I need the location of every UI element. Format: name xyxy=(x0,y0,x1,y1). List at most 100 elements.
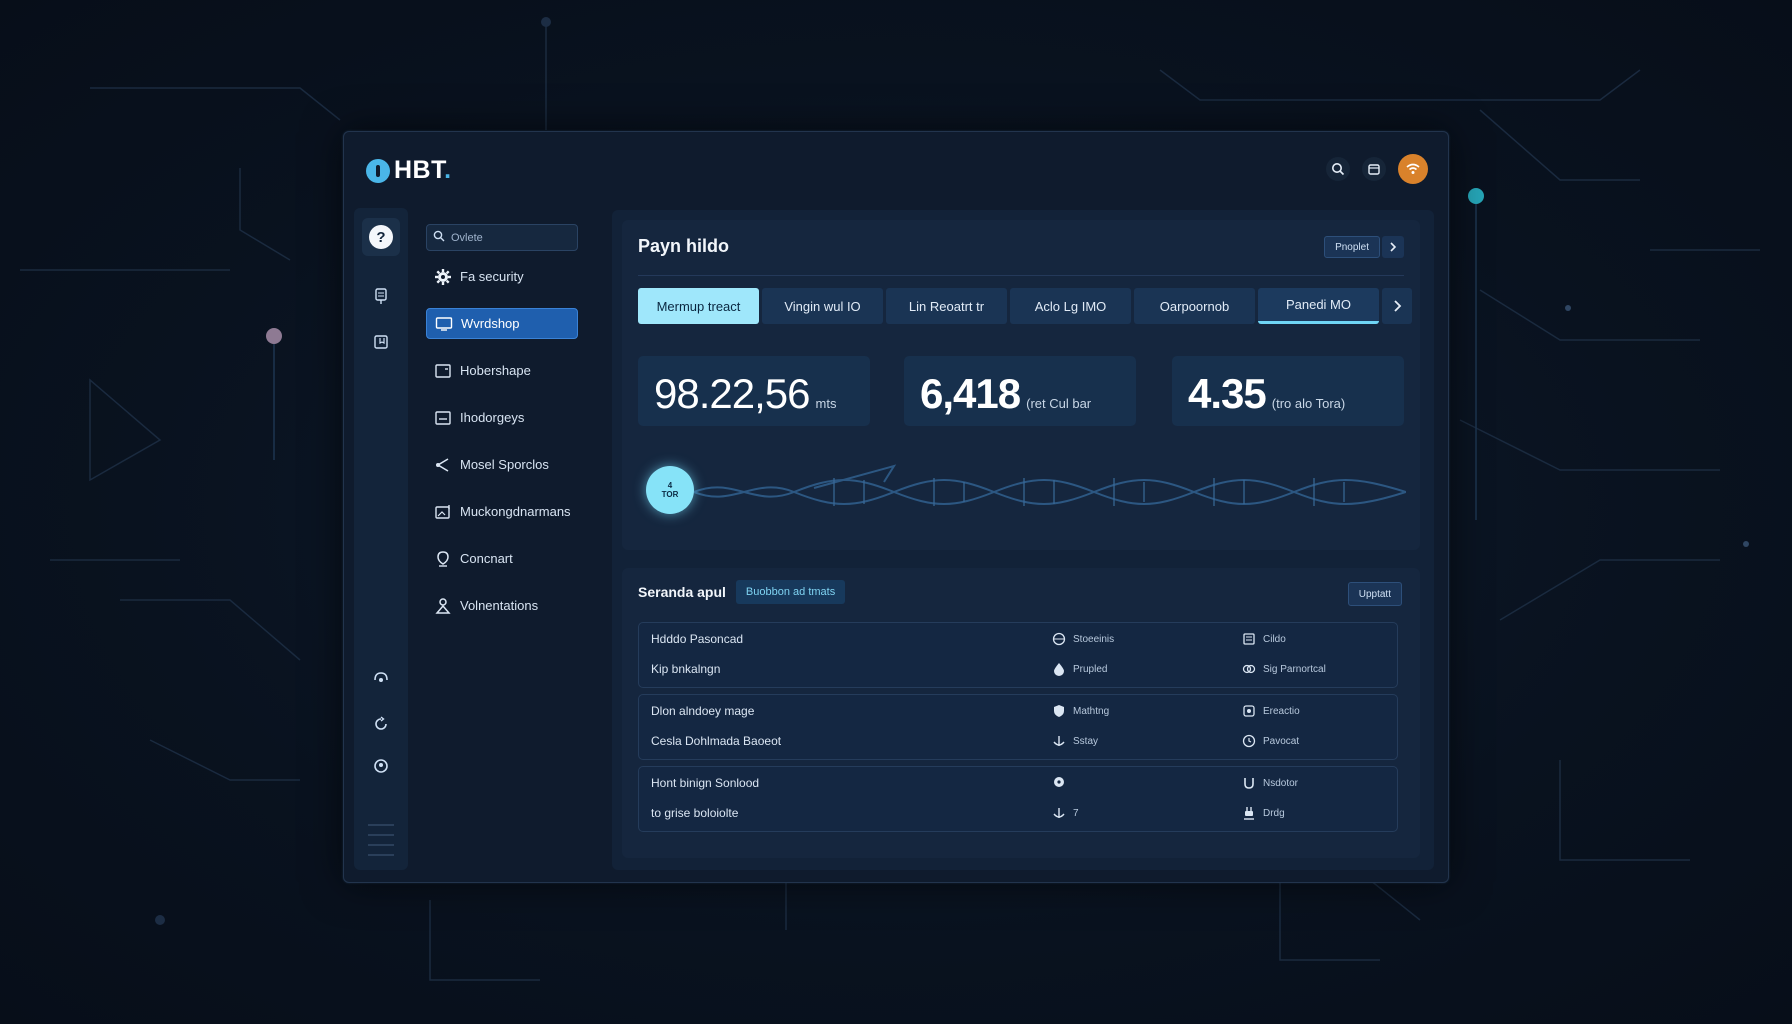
monitor-icon xyxy=(435,315,453,333)
stat-card: 6,418 (ret Cul bar xyxy=(904,356,1136,426)
stat-card: 98.22,56 mts xyxy=(638,356,870,426)
overview-card: Payn hildo Pnoplet Mermup treact Vingin … xyxy=(622,220,1420,550)
signal-badge-line1: 4 xyxy=(667,481,673,490)
row-attr-a: Prupled xyxy=(1073,663,1108,675)
stats-row: 98.22,56 mts 6,418 (ret Cul bar 4.35 (tr… xyxy=(638,356,1406,426)
stat-value: 98.22,56 xyxy=(654,370,810,417)
support-icon[interactable] xyxy=(365,750,397,782)
signal-row: 4 TOR xyxy=(638,456,1406,526)
tabs-next-chevron-icon[interactable] xyxy=(1382,288,1412,324)
sidebar-item-label: Concnart xyxy=(460,551,513,566)
globe-icon xyxy=(1051,631,1067,647)
user-icon xyxy=(434,597,452,615)
tab-aclo-lg[interactable]: Aclo Lg IMO xyxy=(1010,288,1131,324)
anchor-icon xyxy=(1051,733,1067,749)
row-attr-b: Cildo xyxy=(1263,633,1286,645)
details-card: Seranda apul Buobbon ad tmats Upptatt Hd… xyxy=(622,568,1420,858)
share-icon xyxy=(434,456,452,474)
sidebar-item-security[interactable]: Fa security xyxy=(426,261,578,292)
doc-icon xyxy=(1241,631,1257,647)
table-row[interactable]: Hdddo Pasoncad Stoeeinis Cildo xyxy=(651,629,1391,649)
logo-text: HBT xyxy=(394,156,445,184)
table-row[interactable]: Cesla Dohlmada Baoeot Sstay Pavocat xyxy=(651,731,1391,751)
chevron-right-icon[interactable] xyxy=(1382,236,1404,258)
search-input[interactable]: Ovlete xyxy=(451,231,483,244)
row-name: Dlon alndoey mage xyxy=(651,704,755,718)
row-name: Hont binign Sonlood xyxy=(651,776,760,790)
tab-bar: Mermup treact Vingin wul IO Lin Reoatrt … xyxy=(638,288,1412,326)
svg-text:?: ? xyxy=(376,229,385,246)
sidebar-item-hobershape[interactable]: Hobershape xyxy=(426,355,578,386)
signal-badge[interactable]: 4 TOR xyxy=(646,466,694,514)
headset-icon[interactable] xyxy=(365,662,397,694)
sidebar-item-mosel-sporclos[interactable]: Mosel Sporclos xyxy=(426,449,578,480)
app-window: HBT. ? xyxy=(343,131,1449,883)
tab-lin-reoatrt[interactable]: Lin Reoatrt tr xyxy=(886,288,1007,324)
link-icon xyxy=(1241,661,1257,677)
bookmark-icon[interactable] xyxy=(365,326,397,358)
detail-group: Dlon alndoey mage Mathtng Ereactio Cesla… xyxy=(638,694,1398,760)
sidebar-item-ihodorgeys[interactable]: Ihodorgeys xyxy=(426,402,578,433)
row-name: to grise boloiolte xyxy=(651,806,739,820)
stat-unit: (tro alo Tora) xyxy=(1271,396,1346,411)
logo-dot: . xyxy=(444,156,452,184)
update-button[interactable]: Upptatt xyxy=(1347,582,1402,606)
drop-icon xyxy=(1051,661,1067,677)
details-header: Seranda apul Buobbon ad tmats xyxy=(638,580,846,604)
page-title: Payn hildo xyxy=(638,236,730,256)
icon-rail: ? xyxy=(354,208,408,870)
sidebar-item-volnentations[interactable]: Volnentations xyxy=(426,590,578,621)
pin-icon xyxy=(1051,775,1067,791)
header-action-button[interactable]: Pnoplet xyxy=(1324,236,1380,258)
sidebar-item-concnart[interactable]: Concnart xyxy=(426,543,578,574)
section-title: Seranda apul xyxy=(638,584,726,600)
calendar-icon[interactable] xyxy=(1362,157,1386,181)
section-badge[interactable]: Buobbon ad tmats xyxy=(735,580,846,604)
sidebar-search[interactable]: Ovlete xyxy=(426,224,578,251)
top-bar: HBT. xyxy=(344,132,1448,192)
sidebar-item-label: Hobershape xyxy=(460,363,531,378)
row-attr-a: Stoeeinis xyxy=(1073,633,1115,645)
stat-unit: mts xyxy=(815,396,837,411)
sidebar-item-label: Volnentations xyxy=(460,598,539,613)
shield-icon xyxy=(1051,703,1067,719)
side-nav: Ovlete Fa security Wvrdshop Hobershape I… xyxy=(426,224,578,637)
gear-icon xyxy=(434,268,452,286)
sidebar-item-label: Wvrdshop xyxy=(461,316,520,331)
search-icon[interactable] xyxy=(1326,157,1350,181)
table-row[interactable]: Hont binign Sonlood Nsdotor xyxy=(651,773,1391,793)
signal-badge-line2: TOR xyxy=(661,490,679,499)
sidebar-item-workshop[interactable]: Wvrdshop xyxy=(426,308,578,339)
stat-card: 4.35 (tro alo Tora) xyxy=(1172,356,1404,426)
help-icon[interactable]: ? xyxy=(362,218,400,256)
sidebar-item-label: Muckongdnarmans xyxy=(460,504,571,519)
app-logo[interactable]: HBT. xyxy=(366,156,452,185)
card-header: Payn hildo Pnoplet xyxy=(638,236,1404,276)
tab-mermup-treact[interactable]: Mermup treact xyxy=(638,288,759,324)
refresh-icon[interactable] xyxy=(365,708,397,740)
stat-unit: (ret Cul bar xyxy=(1026,396,1092,411)
tab-panedi-mo[interactable]: Panedi MO xyxy=(1258,288,1379,324)
sidebar-item-muckongdnarmans[interactable]: Muckongdnarmans xyxy=(426,496,578,527)
location-icon xyxy=(434,550,452,568)
server-icon[interactable] xyxy=(365,280,397,312)
tag-icon xyxy=(1241,703,1257,719)
panel-icon xyxy=(434,409,452,427)
table-row[interactable]: to grise boloiolte 7 Drdg xyxy=(651,803,1391,823)
nav-list: Fa security Wvrdshop Hobershape Ihodorge… xyxy=(426,261,578,621)
sidebar-item-label: Mosel Sporclos xyxy=(460,457,549,472)
anchor-icon xyxy=(1051,805,1067,821)
tab-vingin-wul[interactable]: Vingin wul IO xyxy=(762,288,883,324)
tab-oarpoornob[interactable]: Oarpoornob xyxy=(1134,288,1255,324)
table-row[interactable]: Kip bnkalngn Prupled Sig Parnortcal xyxy=(651,659,1391,679)
plug-icon xyxy=(1241,805,1257,821)
dna-wave-graphic xyxy=(694,464,1406,506)
row-attr-a: 7 xyxy=(1073,807,1079,819)
table-row[interactable]: Dlon alndoey mage Mathtng Ereactio xyxy=(651,701,1391,721)
row-attr-b: Ereactio xyxy=(1263,705,1300,717)
window-icon xyxy=(434,362,452,380)
wifi-icon[interactable] xyxy=(1398,154,1428,184)
image-icon xyxy=(434,503,452,521)
logo-mark-icon xyxy=(366,158,390,183)
